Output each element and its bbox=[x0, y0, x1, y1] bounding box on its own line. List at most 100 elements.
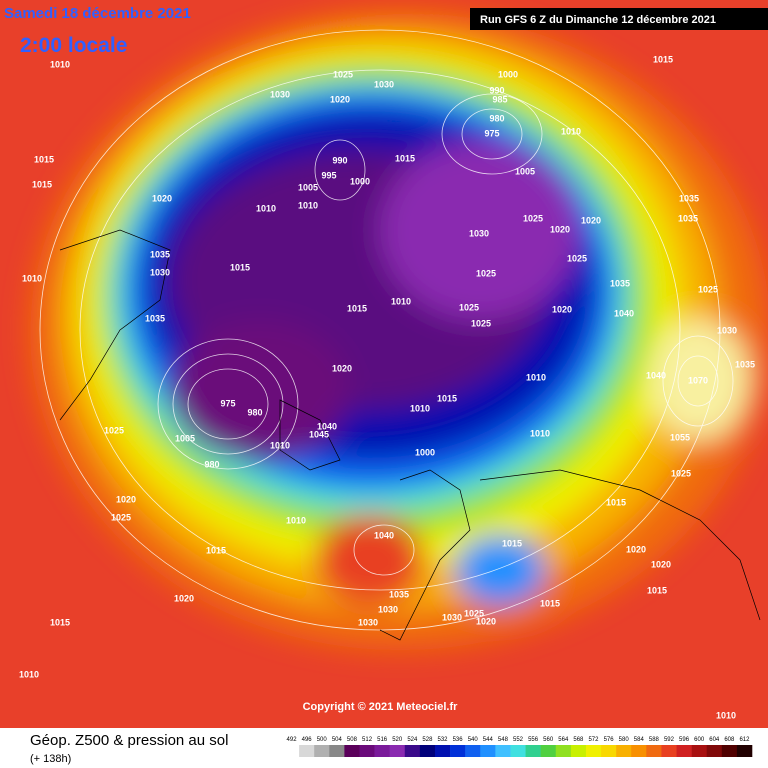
colorbar-label: 524 bbox=[407, 737, 418, 743]
isobar-label: 1035 bbox=[610, 278, 630, 288]
colorbar-swatch bbox=[510, 745, 526, 757]
time: 2:00 locale bbox=[20, 34, 127, 57]
isobar-label: 1015 bbox=[653, 54, 673, 64]
isobar-label: 1015 bbox=[606, 497, 626, 507]
isobar-label: 1025 bbox=[523, 213, 543, 223]
colorbar-label: 532 bbox=[438, 737, 449, 743]
isobar-label: 1040 bbox=[374, 530, 394, 540]
isobar-label: 980 bbox=[247, 407, 262, 417]
isobar-label: 1010 bbox=[526, 372, 546, 382]
isobar-label: 1015 bbox=[502, 538, 522, 548]
isobar-label: 1035 bbox=[145, 313, 165, 323]
colorbar-swatch bbox=[570, 745, 587, 757]
colorbar-swatch bbox=[646, 745, 662, 757]
isobar-label: 1010 bbox=[256, 203, 276, 213]
colorbar-label: 588 bbox=[649, 737, 660, 743]
colorbar-label: 528 bbox=[422, 737, 433, 743]
isobar-label: 1010 bbox=[530, 428, 550, 438]
isobar-label: 1015 bbox=[395, 153, 415, 163]
isobar-label: 1025 bbox=[471, 318, 491, 328]
colorbar-label: 560 bbox=[543, 737, 554, 743]
isobar-label: 1005 bbox=[175, 433, 195, 443]
isobar-label: 1000 bbox=[498, 69, 518, 79]
isobar-label: 1030 bbox=[374, 79, 394, 89]
colorbar-swatch bbox=[450, 745, 466, 757]
isobar-label: 1020 bbox=[476, 616, 496, 626]
colorbar-label: 516 bbox=[377, 737, 388, 743]
colorbar-swatch bbox=[419, 745, 436, 757]
colorbar-swatch bbox=[465, 745, 481, 757]
colorbar-label: 504 bbox=[332, 737, 343, 743]
isobar-label: 1020 bbox=[330, 94, 350, 104]
colorbar-label: 584 bbox=[634, 737, 645, 743]
isobar-label: 1010 bbox=[716, 710, 736, 720]
copyright: Copyright © 2021 Meteociel.fr bbox=[303, 701, 459, 713]
isobar-label: 1020 bbox=[552, 304, 572, 314]
isobar-label: 1010 bbox=[410, 403, 430, 413]
colorbar-label: 580 bbox=[619, 737, 630, 743]
colorbar-label: 512 bbox=[362, 737, 373, 743]
colorbar-label: 604 bbox=[709, 737, 720, 743]
isobar-label: 1000 bbox=[350, 176, 370, 186]
coastlines bbox=[59, 229, 761, 641]
colorbar-label: 496 bbox=[302, 737, 313, 743]
colorbar-swatch bbox=[661, 745, 677, 757]
isobar-label: 1015 bbox=[206, 545, 226, 555]
isobar-label: 1025 bbox=[459, 302, 479, 312]
run-banner bbox=[470, 8, 768, 30]
isobar-label: 1015 bbox=[230, 262, 250, 272]
colorbar-label: 592 bbox=[664, 737, 675, 743]
colorbar-swatch bbox=[676, 745, 692, 757]
isobar-label: 1010 bbox=[19, 669, 39, 679]
isobar-label: 1030 bbox=[469, 228, 489, 238]
isobar-label: 1035 bbox=[150, 249, 170, 259]
colorbar-label: 500 bbox=[317, 737, 328, 743]
colorbar-swatch bbox=[616, 745, 632, 757]
colorbar-swatch bbox=[706, 745, 723, 757]
isobar-label: 1010 bbox=[298, 200, 318, 210]
isobar-label: 1020 bbox=[116, 494, 136, 504]
colorbar-swatch bbox=[374, 745, 390, 757]
isobar-label: 980 bbox=[204, 459, 219, 469]
isobar-label: 1030 bbox=[270, 89, 290, 99]
date: Samedi 18 décembre 2021 bbox=[4, 5, 191, 22]
colorbar-swatch bbox=[721, 745, 738, 757]
run-info: Run GFS 6 Z du Dimanche 12 décembre 2021 bbox=[480, 14, 716, 26]
isobar-label: 1025 bbox=[111, 512, 131, 522]
colorbar-label: 508 bbox=[347, 737, 358, 743]
isobar-label: 1020 bbox=[332, 363, 352, 373]
isobar-label: 1030 bbox=[717, 325, 737, 335]
colorbar-label: 596 bbox=[679, 737, 690, 743]
colorbar-label: 576 bbox=[604, 737, 615, 743]
isobar-label: 1035 bbox=[678, 213, 698, 223]
isobar-label: 975 bbox=[484, 128, 499, 138]
isobar-label: 1055 bbox=[670, 432, 690, 442]
isobar-label: 1020 bbox=[581, 215, 601, 225]
colorbar-label: 552 bbox=[513, 737, 524, 743]
isobar-label: 1015 bbox=[347, 303, 367, 313]
colorbar-label: 548 bbox=[498, 737, 509, 743]
isobar-label: 975 bbox=[220, 398, 235, 408]
product: Géop. Z500 & pression au sol bbox=[30, 732, 228, 749]
colorbar-label: 492 bbox=[287, 737, 298, 743]
isobar-label: 990 bbox=[489, 85, 504, 95]
lead-time: (+ 138h) bbox=[30, 753, 71, 765]
colorbar: 492 496 500 504 508 512 516 520 524 528 532 536 540 5… bbox=[284, 737, 753, 757]
isobar-label: 1020 bbox=[550, 224, 570, 234]
colorbar-swatch bbox=[434, 745, 451, 757]
isobar-label: 985 bbox=[492, 94, 507, 104]
colorbar-swatch bbox=[284, 745, 300, 757]
colorbar-swatch bbox=[359, 745, 375, 757]
isobar-label: 1040 bbox=[317, 421, 337, 431]
isobar-label: 1015 bbox=[34, 154, 54, 164]
isobar-label: 1020 bbox=[174, 593, 194, 603]
isobar-label: 1015 bbox=[437, 393, 457, 403]
isobar-label: 1010 bbox=[561, 126, 581, 136]
isobar-label: 1025 bbox=[671, 468, 691, 478]
colorbar-swatch bbox=[314, 745, 330, 757]
colorbar-swatch bbox=[555, 745, 572, 757]
colorbar-label: 520 bbox=[392, 737, 403, 743]
isobar-lines bbox=[39, 29, 734, 631]
isobar-label: 1040 bbox=[646, 370, 666, 380]
isobar-label: 1030 bbox=[378, 604, 398, 614]
